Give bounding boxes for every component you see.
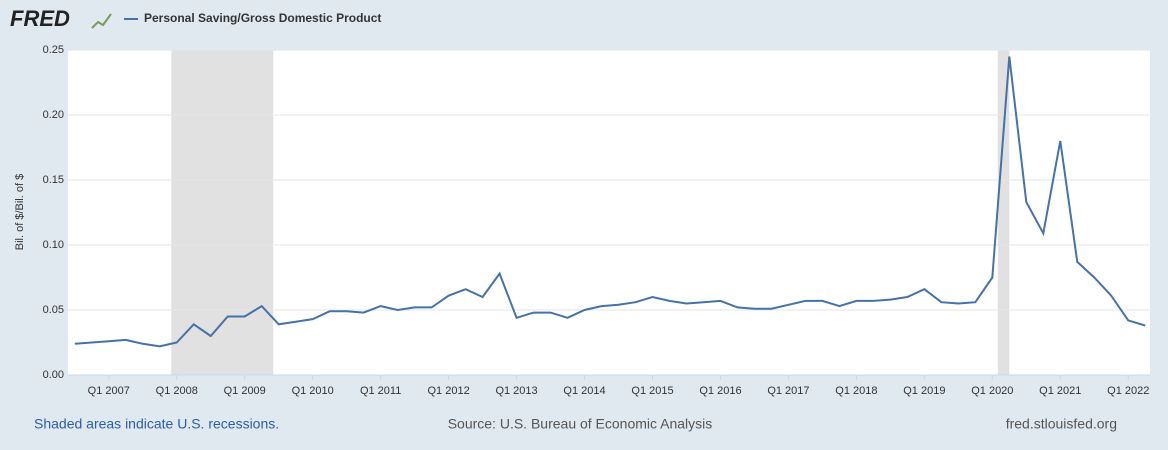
- y-tick-label: 0.00: [43, 369, 64, 381]
- x-tick-label: Q1 2010: [292, 385, 334, 397]
- y-tick-label: 0.25: [43, 44, 64, 56]
- legend-label: Personal Saving/Gross Domestic Product: [144, 11, 381, 25]
- recession-note: Shaded areas indicate U.S. recessions.: [34, 416, 279, 432]
- y-tick-label: 0.15: [43, 174, 64, 186]
- logo-icon: [91, 13, 112, 29]
- x-tick-label: Q1 2009: [224, 385, 266, 397]
- x-tick-label: Q1 2022: [1107, 385, 1149, 397]
- x-tick-label: Q1 2012: [428, 385, 470, 397]
- x-tick-label: Q1 2017: [767, 385, 809, 397]
- x-tick-label: Q1 2013: [495, 385, 537, 397]
- y-axis-label: Bil. of $/Bil. of $: [14, 174, 26, 250]
- x-tick-label: Q1 2008: [156, 385, 198, 397]
- x-tick-label: Q1 2011: [360, 385, 401, 397]
- brand-logo: FRED: [10, 6, 70, 31]
- x-tick-label: Q1 2007: [88, 385, 130, 397]
- recession-band: [997, 50, 1010, 375]
- x-tick-label: Q1 2014: [563, 385, 605, 397]
- y-tick-label: 0.05: [43, 304, 64, 316]
- series-line: [74, 56, 1146, 348]
- x-tick-label: Q1 2016: [699, 385, 741, 397]
- site-url: fred.stlouisfed.org: [1006, 416, 1117, 432]
- x-tick-label: Q1 2018: [835, 385, 877, 397]
- x-tick-label: Q1 2015: [631, 385, 673, 397]
- y-tick-label: 0.20: [43, 109, 64, 121]
- recession-band: [171, 50, 274, 375]
- x-tick-label: Q1 2021: [1039, 385, 1081, 397]
- source-note: Source: U.S. Bureau of Economic Analysis: [448, 416, 713, 432]
- y-tick-label: 0.10: [43, 239, 64, 251]
- x-tick-label: Q1 2019: [903, 385, 945, 397]
- x-tick-label: Q1 2020: [971, 385, 1013, 397]
